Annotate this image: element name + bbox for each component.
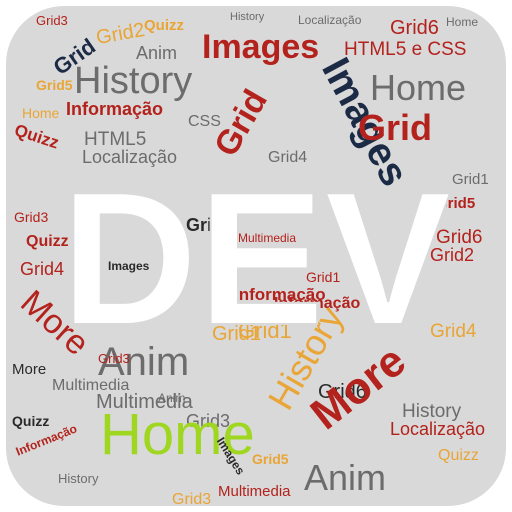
cloud-word: Anim [136,43,178,63]
cloud-word: HTML5 e CSS [344,39,467,60]
cloud-word: Multimedia [218,483,291,500]
cloud-word: Localização [298,13,362,27]
cloud-word: Grid2 [430,245,475,265]
cloud-word: Grid6 [436,227,483,248]
cloud-word: History [58,471,99,486]
cloud-word: History [74,60,193,102]
cloud-word: Grid1 [238,318,292,343]
cloud-word: Multimedia [52,377,130,394]
cloud-word: Grid4 [20,259,65,279]
cloud-word: Grid5 [36,77,73,93]
cloud-word: Grid1 [212,323,261,345]
cloud-word: Images [202,28,320,66]
cloud-word: Grid4 [430,321,477,342]
cloud-word: Images [108,259,150,273]
cloud-word: Grid5 [436,195,476,212]
cloud-word: Grid [358,107,433,148]
cloud-word: Grid4 [268,149,308,166]
cloud-word: History [402,401,462,422]
cloud-word: Localização [390,419,486,439]
cloud-word: Grid5 [242,249,287,268]
cloud-word: Informação [274,295,361,312]
cloud-word: Quizz [144,17,184,34]
cloud-word: Informação [234,285,326,304]
cloud-word: Home [446,15,479,29]
cloud-word: HTML5 [84,129,147,150]
cloud-word: Grid3 [36,13,68,28]
cloud-word: Informação [66,99,164,119]
cloud-word: Grid1 [306,269,341,285]
dev-title-graphic: DEV [60,152,453,366]
cloud-word: Quizz [26,233,69,250]
cloud-word: Anim [304,457,387,498]
cloud-word: Multimedia [238,231,297,245]
cloud-word: Home [22,105,60,121]
dev-title: DEV [61,153,452,365]
cloud-word: Grid6 [318,381,367,403]
cloud-word: Grid3 [14,209,49,225]
word-cloud: Grid3 Quizz History Localização Grid6 Ho… [6,6,506,507]
cloud-word: Home [370,67,467,108]
cloud-word: Grid3 [186,411,231,431]
cloud-word: Quizz [438,447,479,464]
cloud-word: History [230,11,265,23]
cloud-word: Quizz [12,413,50,429]
cloud-word: Grid5 [252,451,289,467]
word-cloud-icon: Grid3 Quizz History Localização Grid6 Ho… [6,6,506,506]
cloud-word: Grid6 [390,17,439,39]
cloud-word: Localização [82,147,178,167]
cloud-word: Grid2 [186,215,234,235]
cloud-word: Anim [98,340,190,384]
cloud-word: Anim [158,391,186,405]
cloud-word: Home [100,402,255,467]
cloud-word: Multimedia [96,391,193,413]
cloud-word: More [12,361,47,378]
cloud-word: Grid3 [172,491,212,507]
cloud-word: Grid1 [452,171,489,188]
cloud-word: Grid3 [98,351,130,366]
cloud-word: CSS [188,113,221,130]
